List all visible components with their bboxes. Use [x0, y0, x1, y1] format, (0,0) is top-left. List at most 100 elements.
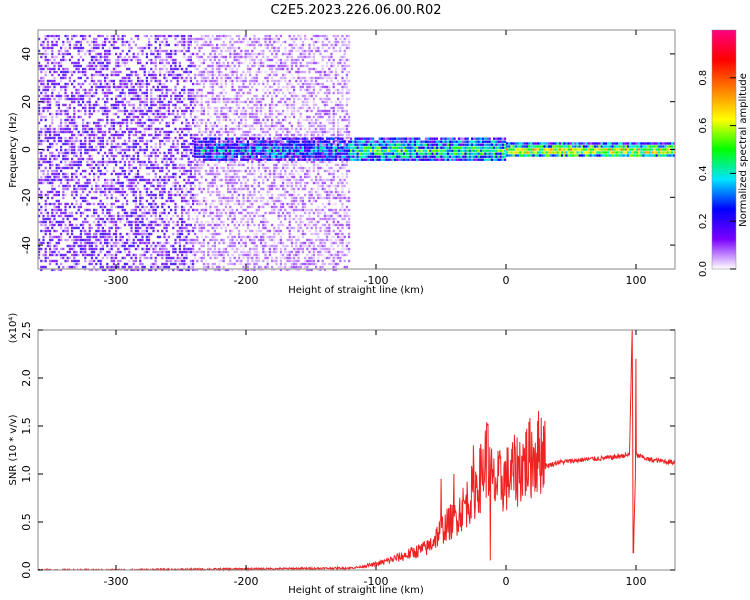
- heatmap-cell: [139, 194, 141, 196]
- heatmap-cell: [284, 77, 286, 79]
- heatmap-cell: [122, 173, 124, 175]
- heatmap-cell: [97, 269, 99, 271]
- heatmap-cell: [225, 131, 227, 133]
- heatmap-cell: [146, 62, 148, 64]
- heatmap-cell: [214, 50, 216, 52]
- heatmap-cell: [209, 74, 211, 76]
- heatmap-cell: [75, 35, 77, 37]
- heatmap-cell: [183, 116, 185, 118]
- heatmap-cell: [264, 161, 266, 163]
- heatmap-cell: [124, 176, 126, 178]
- heatmap-cell: [141, 233, 143, 235]
- heatmap-cell: [130, 188, 132, 190]
- heatmap-cell: [133, 53, 135, 55]
- heatmap-cell: [286, 203, 288, 205]
- heatmap-cell: [69, 164, 71, 166]
- heatmap-cell: [146, 119, 148, 121]
- heatmap-cell: [91, 164, 93, 166]
- heatmap-cell: [51, 170, 53, 172]
- heatmap-cell: [166, 215, 168, 217]
- heatmap-cell: [209, 173, 211, 175]
- heatmap-cell: [71, 56, 73, 58]
- heatmap-cell: [223, 224, 225, 226]
- heatmap-cell: [289, 194, 291, 196]
- heatmap-cell: [126, 179, 128, 181]
- heatmap-cell: [130, 83, 132, 85]
- heatmap-cell: [104, 221, 106, 223]
- heatmap-cell: [269, 236, 271, 238]
- heatmap-cell: [104, 179, 106, 181]
- heatmap-cell: [205, 206, 207, 208]
- heatmap-cell: [47, 35, 49, 37]
- heatmap-cell: [174, 89, 176, 91]
- heatmap-cell: [198, 248, 200, 250]
- heatmap-cell: [201, 224, 203, 226]
- heatmap-cell: [152, 152, 154, 154]
- heatmap-cell: [170, 131, 172, 133]
- heatmap-cell: [93, 209, 95, 211]
- heatmap-cell: [58, 131, 60, 133]
- heatmap-cell: [275, 41, 277, 43]
- heatmap-cell: [196, 92, 198, 94]
- heatmap-cell: [38, 248, 40, 250]
- heatmap-cell: [284, 74, 286, 76]
- heatmap-cell: [227, 107, 229, 109]
- heatmap-cell: [40, 134, 42, 136]
- heatmap-cell: [203, 209, 205, 211]
- heatmap-cell: [205, 101, 207, 103]
- heatmap-cell: [223, 242, 225, 244]
- heatmap-cell: [49, 236, 51, 238]
- heatmap-cell: [155, 158, 157, 160]
- heatmap-cell: [242, 101, 244, 103]
- heatmap-cell: [242, 203, 244, 205]
- heatmap-cell: [80, 173, 82, 175]
- heatmap-cell: [161, 191, 163, 193]
- heatmap-cell: [97, 218, 99, 220]
- heatmap-cell: [42, 98, 44, 100]
- heatmap-cell: [133, 119, 135, 121]
- heatmap-cell: [286, 89, 288, 91]
- heatmap-cell: [150, 221, 152, 223]
- heatmap-cell: [209, 53, 211, 55]
- heatmap-cell: [111, 239, 113, 241]
- heatmap-cell: [179, 92, 181, 94]
- heatmap-cell: [137, 158, 139, 160]
- heatmap-cell: [80, 116, 82, 118]
- heatmap-cell: [150, 44, 152, 46]
- heatmap-cell: [47, 47, 49, 49]
- heatmap-cell: [218, 62, 220, 64]
- heatmap-cell: [190, 263, 192, 265]
- heatmap-cell: [108, 266, 110, 268]
- heatmap-cell: [122, 203, 124, 205]
- heatmap-cell: [168, 269, 170, 271]
- heatmap-cell: [249, 44, 251, 46]
- heatmap-cell: [45, 155, 47, 157]
- heatmap-cell: [49, 125, 51, 127]
- heatmap-cell: [146, 212, 148, 214]
- heatmap-cell: [179, 164, 181, 166]
- heatmap-cell: [185, 254, 187, 256]
- heatmap-cell: [126, 62, 128, 64]
- heatmap-cell: [157, 242, 159, 244]
- heatmap-cell: [289, 71, 291, 73]
- heatmap-cell: [71, 167, 73, 169]
- heatmap-cell: [97, 98, 99, 100]
- heatmap-cell: [188, 179, 190, 181]
- heatmap-cell: [38, 68, 40, 70]
- heatmap-cell: [192, 38, 194, 40]
- heatmap-cell: [166, 251, 168, 253]
- heatmap-cell: [168, 224, 170, 226]
- heatmap-cell: [38, 254, 40, 256]
- heatmap-cell: [78, 62, 80, 64]
- heatmap-cell: [196, 56, 198, 58]
- heatmap-cell: [177, 80, 179, 82]
- heatmap-cell: [80, 47, 82, 49]
- heatmap-cell: [135, 230, 137, 232]
- heatmap-cell: [148, 248, 150, 250]
- heatmap-cell: [47, 65, 49, 67]
- heatmap-cell: [240, 236, 242, 238]
- heatmap-cell: [130, 266, 132, 268]
- heatmap-cell: [236, 71, 238, 73]
- heatmap-cell: [106, 266, 108, 268]
- heatmap-cell: [157, 254, 159, 256]
